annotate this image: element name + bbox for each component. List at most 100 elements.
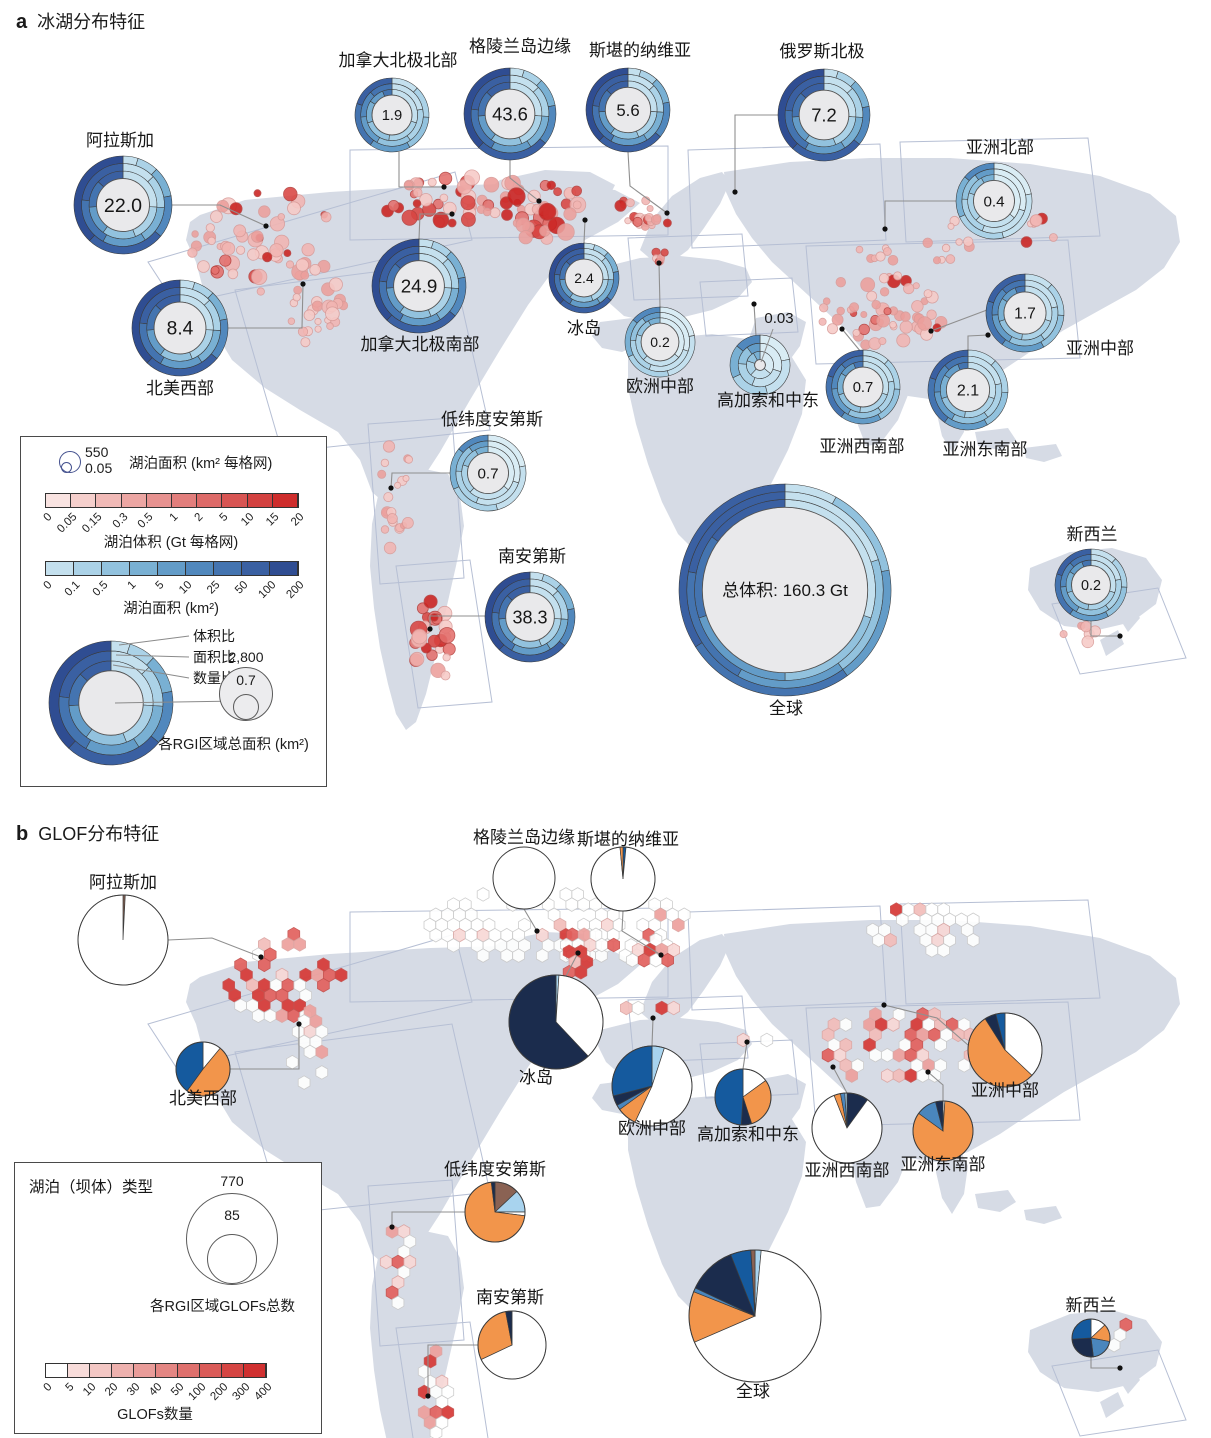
- lake-density-dot: [827, 323, 839, 335]
- region-label-b-greenland: 格陵兰岛边缘: [473, 828, 575, 847]
- region-label-scandinavia: 斯堪的纳维亚: [589, 41, 691, 60]
- lake-density-dot: [646, 204, 654, 212]
- glof-density-hex: [821, 1047, 835, 1063]
- greenland-leader: [509, 160, 540, 202]
- donut-iceland: 2.4 冰岛: [548, 242, 620, 338]
- lake-density-dot: [432, 211, 450, 229]
- scale-cell: [214, 562, 242, 575]
- scale-cell: [112, 1364, 134, 1377]
- n-arctic-canada-leader: [398, 152, 444, 188]
- glof-density-hex: [297, 1075, 311, 1090]
- lake-density-dot: [300, 270, 310, 280]
- pie-outline: [492, 846, 556, 910]
- lake-density-dot: [297, 326, 309, 337]
- lake-density-dot: [922, 237, 933, 249]
- n-arctic-canada-anchor-dot: [441, 184, 447, 190]
- lake-density-dot: [386, 513, 398, 525]
- scale-cell: [156, 1364, 178, 1377]
- scale-cell: [71, 494, 97, 507]
- region-label-global: 全球: [769, 699, 803, 718]
- b-caucasus-leader: [742, 1041, 748, 1070]
- lake-density-dot: [401, 517, 414, 529]
- lake-density-dot: [287, 201, 301, 216]
- lake-density-dot: [236, 245, 246, 255]
- donut-center: [973, 180, 1015, 222]
- alaska-leader: [172, 204, 267, 227]
- panel-b-letter: b: [16, 823, 29, 845]
- glof-density-hex: [275, 1008, 289, 1024]
- s-arctic-canada-leader: [418, 213, 452, 240]
- donut-c-asia: 1.7 亚洲中部: [985, 273, 1134, 358]
- lake-area-scale: 0 0.1 0.5 1 5 10 25 50 100 200: [41, 561, 306, 601]
- donut-center: [701, 506, 869, 674]
- donut-wna: 8.4 北美西部: [131, 279, 229, 398]
- lake-density-dot: [482, 207, 492, 217]
- lake-density-dot: [447, 218, 457, 228]
- lake-density-dot: [258, 205, 271, 218]
- lake-density-dot: [187, 247, 198, 258]
- donut-center: [1071, 565, 1111, 605]
- lake-density-dot: [557, 223, 575, 241]
- region-label-b-c-asia: 亚洲中部: [971, 1081, 1039, 1100]
- lake-density-dot: [394, 481, 402, 489]
- ring-label-line: [115, 654, 190, 658]
- scale-cell: [46, 1364, 68, 1377]
- donut-ring-segment: [987, 273, 1026, 304]
- b-iceland-leader: [565, 952, 579, 977]
- lake-density-dot: [883, 307, 892, 316]
- pie-s-andes: 南安第斯: [476, 1288, 547, 1380]
- glof-density-hex: [637, 952, 651, 968]
- iceland-leader: [583, 219, 586, 244]
- glof-density-hex: [667, 1000, 680, 1016]
- glof-density-hex: [872, 932, 885, 948]
- region-label-iceland: 冰岛: [567, 319, 601, 338]
- se-asia-anchor-dot: [985, 332, 991, 338]
- lake-density-dot: [860, 277, 876, 293]
- lake-density-dot: [287, 317, 296, 325]
- lake-density-dot: [945, 254, 956, 264]
- glof-density-hex: [429, 927, 443, 943]
- lake-density-dot: [251, 268, 268, 285]
- lake-density-dot: [563, 207, 577, 221]
- lake-density-dot: [412, 187, 423, 198]
- grid-area-caption: 湖泊面积 (km² 每格网): [129, 456, 273, 472]
- lake-density-dot: [311, 300, 323, 312]
- region-area-caption: 各RGI区域总面积 (km²): [158, 737, 309, 753]
- b-low-andes-leader: [391, 1211, 465, 1227]
- donut-ring-segment: [1056, 548, 1092, 576]
- lake-density-dot: [625, 198, 635, 208]
- panel-a-title-text: 冰湖分布特征: [37, 12, 146, 32]
- lake-density-dot: [205, 223, 215, 233]
- lake-density-dot: [875, 251, 886, 262]
- glof-count-caption: 各RGI区域GLOFs总数: [149, 1299, 295, 1315]
- lake-density-dot: [660, 248, 669, 257]
- donut-value-north-asia: 0.4: [983, 193, 1004, 210]
- lake-density-dot: [326, 322, 334, 330]
- glof-count-circle-max: [186, 1193, 278, 1285]
- lake-density-dot: [191, 230, 199, 238]
- lake-density-dot: [380, 525, 390, 534]
- donut-ring-segment: [929, 349, 969, 380]
- lake-density-dot: [438, 627, 456, 644]
- lake-density-dot: [403, 180, 414, 191]
- donut-value-nz: 0.2: [1081, 578, 1101, 594]
- pie-scandinavia: 斯堪的纳维亚: [577, 830, 679, 912]
- lake-density-dot: [207, 236, 216, 246]
- lake-density-dot: [229, 202, 243, 216]
- lake-density-dot: [1029, 214, 1043, 227]
- donut-sw-asia: 0.7 亚洲西南部: [820, 349, 905, 456]
- glof-density-hex: [925, 943, 939, 958]
- b-se-asia-anchor-dot: [925, 1069, 931, 1075]
- donut-center: [153, 301, 207, 355]
- lake-area-caption: 湖泊面积 (km²): [123, 601, 219, 617]
- donut-russian-arctic: 7.2 俄罗斯北极: [777, 42, 871, 162]
- b-alaska-anchor-dot: [258, 954, 264, 960]
- lake-density-dot: [292, 293, 301, 302]
- glof-density-hex: [257, 957, 271, 973]
- b-wna-anchor-dot: [296, 1021, 302, 1027]
- lake-density-dot: [283, 186, 298, 202]
- pie-slice-ice: [493, 847, 555, 909]
- glof-density-hex: [672, 917, 685, 933]
- pie-outline: [912, 1100, 974, 1162]
- lake-density-dot: [256, 287, 265, 296]
